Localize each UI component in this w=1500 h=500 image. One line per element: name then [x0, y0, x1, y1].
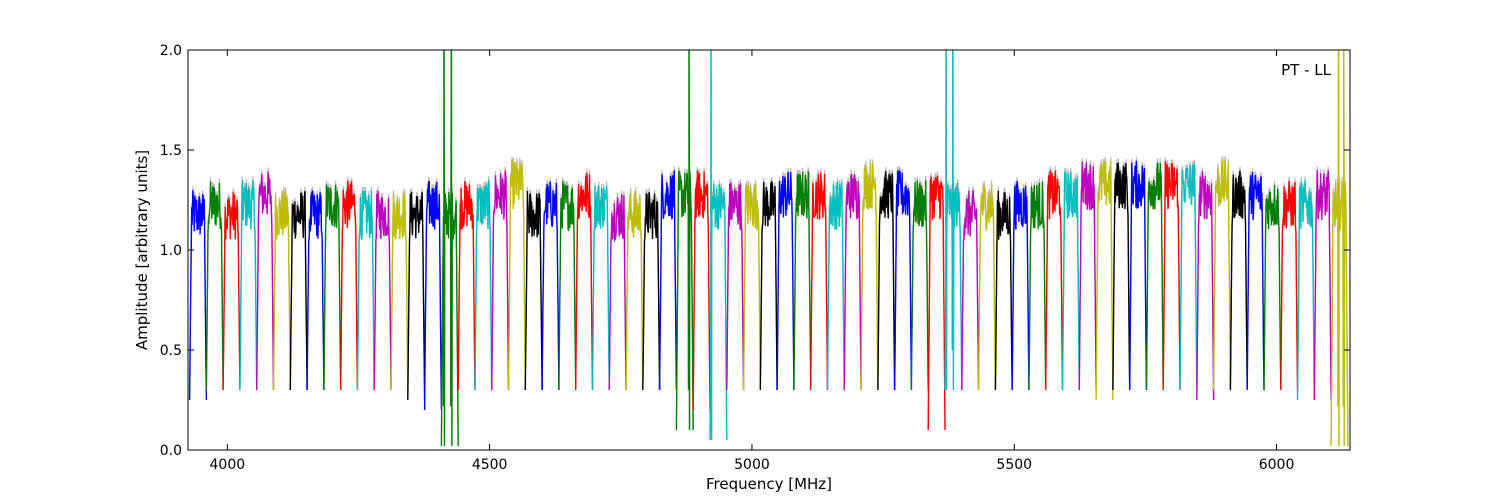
- y-axis-label: Amplitude [arbitrary units]: [133, 150, 151, 350]
- channel-trace: [239, 180, 258, 391]
- channel-trace: [440, 50, 459, 447]
- y-tick-label: 1.5: [160, 143, 182, 159]
- channel-trace: [1296, 180, 1315, 401]
- channel-trace: [709, 50, 728, 441]
- channel-trace: [591, 185, 610, 391]
- channel-trace: [1061, 171, 1080, 391]
- channel-trace: [558, 181, 577, 391]
- axis-ticks: 4000 4500 5000 5500 6000 0.0 0.5 1.0 1.5 2.0: [160, 43, 1350, 473]
- channel-trace: [457, 181, 476, 391]
- channel-trace: [256, 171, 275, 391]
- y-tick-label: 1.0: [160, 243, 182, 259]
- channel-trace: [843, 173, 862, 391]
- x-tick-label: 5000: [734, 457, 770, 473]
- channel-trace: [1112, 162, 1131, 391]
- channel-trace: [1196, 171, 1215, 401]
- x-tick-label: 5500: [996, 457, 1032, 473]
- channel-trace: [692, 169, 711, 411]
- channel-trace: [390, 193, 409, 391]
- channel-trace: [675, 50, 694, 431]
- channel-trace: [188, 190, 208, 401]
- x-tick-label: 6000: [1259, 457, 1295, 473]
- channel-trace: [507, 160, 526, 391]
- channel-trace: [1095, 161, 1114, 401]
- channel-trace: [1145, 162, 1164, 391]
- channel-trace: [893, 169, 913, 391]
- channel-trace: [742, 183, 761, 391]
- channel-trace: [340, 180, 359, 391]
- channel-traces: [188, 50, 1349, 447]
- channel-trace: [407, 191, 426, 401]
- channel-trace: [877, 170, 896, 391]
- channel-trace: [860, 162, 879, 391]
- x-tick-label: 4000: [210, 457, 246, 473]
- y-tick-label: 0.0: [160, 443, 182, 459]
- channel-trace: [910, 179, 929, 391]
- channel-trace: [961, 190, 980, 391]
- channel-trace: [541, 181, 560, 391]
- channel-trace: [524, 190, 543, 391]
- channel-trace: [608, 194, 627, 391]
- channel-trace: [1246, 171, 1265, 391]
- channel-trace: [575, 173, 594, 391]
- channel-trace: [776, 171, 795, 391]
- channel-trace: [1162, 161, 1181, 391]
- channel-trace: [1280, 180, 1299, 391]
- channel-trace: [658, 170, 678, 391]
- channel-trace: [1229, 170, 1248, 391]
- channel-trace: [306, 190, 325, 391]
- channel-trace: [289, 191, 308, 391]
- channel-trace: [625, 191, 644, 391]
- channel-trace: [423, 180, 443, 411]
- channel-trace: [356, 190, 375, 391]
- channel-trace: [944, 50, 963, 391]
- channel-trace: [1078, 161, 1097, 391]
- channel-trace: [994, 190, 1013, 391]
- channel-trace: [491, 170, 510, 391]
- x-tick-label: 4500: [472, 457, 508, 473]
- channel-trace: [642, 192, 661, 391]
- channel-trace: [927, 175, 946, 431]
- channel-trace: [1028, 181, 1047, 391]
- channel-trace: [1263, 184, 1282, 391]
- y-tick-label: 0.5: [160, 343, 182, 359]
- channel-trace: [1129, 160, 1148, 391]
- channel-trace: [373, 190, 392, 391]
- channel-trace: [323, 184, 342, 391]
- channel-trace: [1179, 163, 1198, 391]
- plot-annotation: PT - LL: [1281, 61, 1332, 79]
- channel-trace: [793, 170, 812, 391]
- channel-trace: [1045, 170, 1064, 391]
- channel-trace: [726, 182, 745, 391]
- y-tick-label: 2.0: [160, 43, 182, 59]
- channel-trace: [759, 181, 778, 391]
- channel-trace: [222, 192, 241, 391]
- channel-trace: [1313, 170, 1332, 401]
- channel-trace: [826, 181, 845, 391]
- channel-trace: [1330, 50, 1349, 447]
- plot-area-background: [188, 50, 1350, 450]
- channel-trace: [1212, 160, 1232, 391]
- channel-trace: [977, 184, 997, 391]
- x-axis-label: Frequency [MHz]: [706, 475, 832, 493]
- channel-trace: [810, 172, 829, 391]
- channel-trace: [205, 181, 224, 391]
- channel-trace: [272, 190, 291, 391]
- plot-frame: [187, 49, 1351, 451]
- channel-trace: [1011, 180, 1030, 391]
- channel-trace: [474, 180, 493, 391]
